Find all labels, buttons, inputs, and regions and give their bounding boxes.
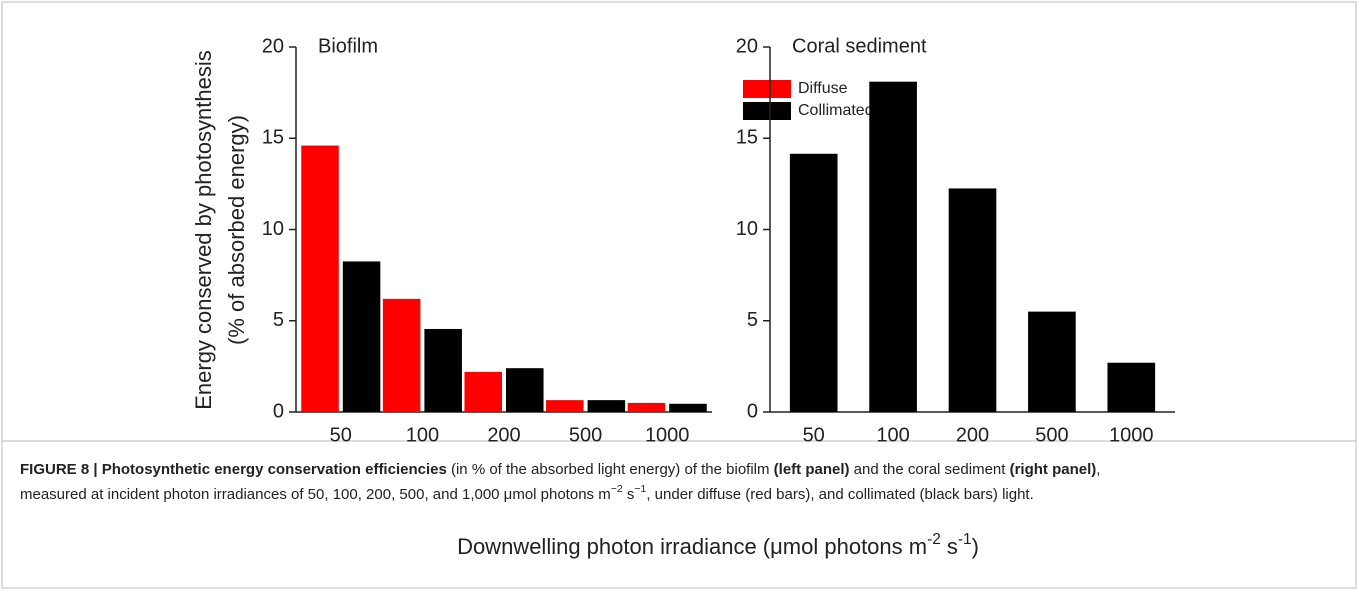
x-tick-label: 100 (406, 424, 439, 446)
y-tick-label: 20 (262, 35, 284, 57)
superscript: −2 (611, 483, 623, 495)
bar (546, 400, 584, 412)
superscript: -1 (958, 531, 972, 548)
bar (506, 368, 544, 412)
x-tick-label: 50 (803, 424, 825, 446)
legend-swatch (743, 80, 791, 98)
y-tick-label: 0 (273, 400, 284, 422)
y-tick-label: 20 (736, 35, 758, 57)
bar (342, 261, 381, 412)
bar (869, 81, 917, 413)
text-run: measured at incident photon irradiances … (20, 486, 611, 503)
caption-line: measured at incident photon irradiances … (20, 483, 1034, 503)
legend-label: Diffuse (798, 80, 848, 97)
text-run: Downwelling photon irradiance (μmol phot… (457, 534, 927, 559)
x-tick-label: 200 (487, 424, 520, 446)
x-tick-label: 50 (330, 424, 352, 446)
bar (789, 153, 838, 412)
y-tick-label: 5 (273, 309, 284, 331)
x-tick-label: 1000 (1109, 424, 1154, 446)
bar (627, 402, 666, 412)
bar (948, 188, 997, 412)
bar (424, 328, 462, 412)
bar (382, 298, 421, 412)
text-run: s (623, 486, 635, 503)
y-tick-label: 0 (747, 400, 758, 422)
text-run: and the coral sediment (850, 461, 1010, 478)
superscript: -2 (927, 531, 941, 548)
legend-swatch (743, 102, 791, 120)
text-run: (left panel) (774, 461, 850, 478)
x-tick-label: 100 (876, 424, 909, 446)
y-axis-label: (% of absorbed energy) (224, 115, 249, 345)
legend-label: Collimated (798, 102, 874, 119)
x-tick-label: 1000 (645, 424, 690, 446)
y-tick-label: 15 (262, 127, 284, 149)
y-tick-label: 15 (736, 127, 758, 149)
bar (464, 371, 502, 412)
y-tick-label: 10 (262, 218, 284, 240)
panel-title: Biofilm (318, 35, 378, 57)
bar (1107, 362, 1156, 412)
text-run: , under diffuse (red bars), and collimat… (646, 486, 1033, 503)
bar (669, 403, 707, 412)
y-axis-label: Energy conserved by photosynthesis (191, 50, 216, 410)
x-axis-label: Downwelling photon irradiance (μmol phot… (457, 531, 979, 559)
text-run: (right panel) (1010, 461, 1097, 478)
bar (587, 400, 626, 412)
panel-title: Coral sediment (792, 35, 927, 57)
text-run: s (941, 534, 958, 559)
superscript: −1 (634, 483, 646, 495)
text-run: (in % of the absorbed light energy) of t… (447, 461, 774, 478)
bar (1028, 311, 1076, 412)
caption-line: FIGURE 8 | Photosynthetic energy conserv… (20, 461, 1100, 478)
text-run: FIGURE 8 | Photosynthetic energy conserv… (20, 461, 447, 478)
x-tick-label: 500 (569, 424, 602, 446)
y-tick-label: 10 (736, 218, 758, 240)
bar (301, 145, 339, 413)
text-run: , (1096, 461, 1100, 478)
y-tick-label: 5 (747, 309, 758, 331)
x-tick-label: 200 (956, 424, 989, 446)
x-tick-label: 500 (1035, 424, 1068, 446)
text-run: ) (972, 534, 979, 559)
